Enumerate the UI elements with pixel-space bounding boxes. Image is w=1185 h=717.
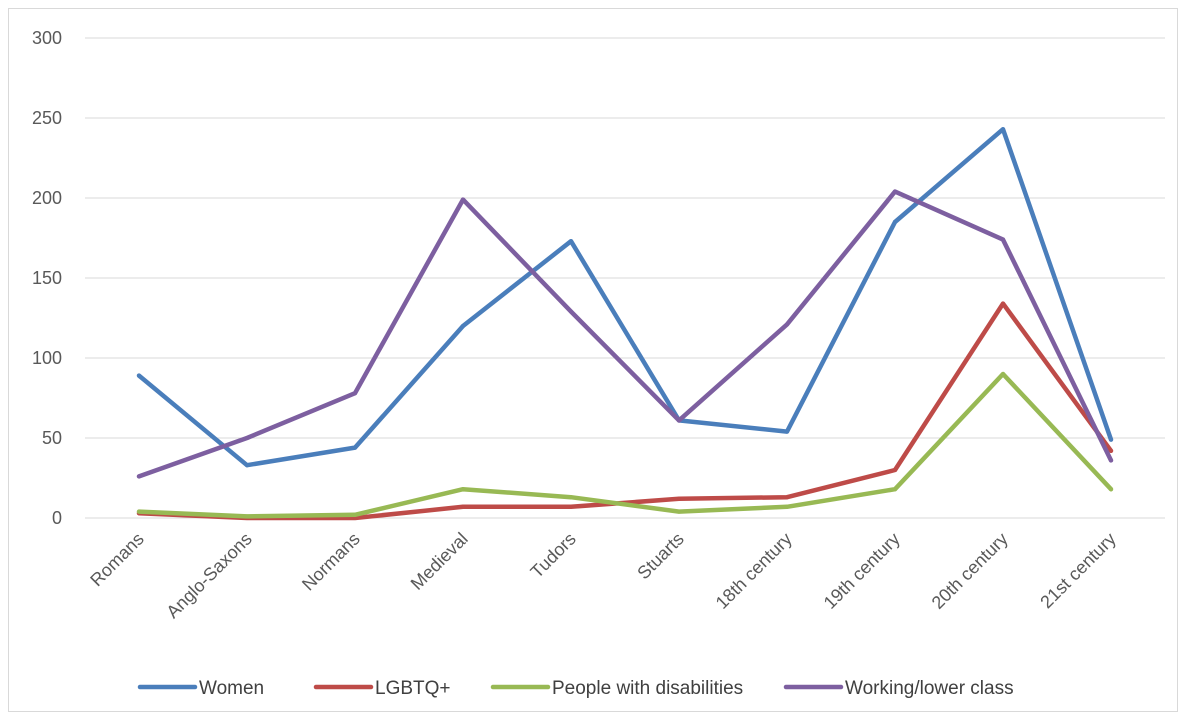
data-point-lgbtq [461, 504, 465, 509]
data-point-women [137, 373, 141, 378]
chart-frame [8, 8, 1178, 712]
data-point-lgbtq [1109, 448, 1113, 453]
data-point-working-lower-class [677, 418, 681, 423]
data-point-women [245, 463, 249, 468]
data-point-working-lower-class [353, 391, 357, 396]
data-point-people-with-disabilities [353, 512, 357, 517]
data-point-working-lower-class [1001, 237, 1005, 242]
data-point-people-with-disabilities [461, 487, 465, 492]
series-line-lgbtq [136, 301, 1114, 521]
x-tick-label: 20th century [928, 529, 1012, 613]
x-tick-label: Romans [86, 529, 148, 591]
data-point-people-with-disabilities [893, 487, 897, 492]
legend: Women LGBTQ+ People with disabilities Worki… [137, 678, 1014, 699]
legend-item-people-with-disabilities: People with disabilities [490, 678, 743, 699]
data-point-people-with-disabilities [137, 509, 141, 514]
gridlines [85, 37, 1165, 519]
data-point-lgbtq [569, 504, 573, 509]
data-point-people-with-disabilities [677, 509, 681, 514]
data-point-people-with-disabilities [245, 514, 249, 519]
data-point-working-lower-class [245, 436, 249, 440]
x-tick-label: Tudors [527, 529, 580, 582]
y-axis-ticks: 0 50 100 150 200 250 300 [32, 28, 62, 528]
legend-label: LGBTQ+ [375, 678, 451, 699]
legend-item-working-lower-class: Working/lower class [783, 678, 1014, 699]
data-point-working-lower-class [893, 189, 897, 194]
y-tick-label: 300 [32, 28, 62, 48]
y-tick-label: 50 [42, 428, 62, 448]
y-tick-label: 0 [52, 508, 62, 528]
y-tick-label: 100 [32, 348, 62, 368]
y-tick-label: 150 [32, 268, 62, 288]
x-tick-label: 18th century [712, 529, 796, 613]
x-tick-label: Medieval [407, 529, 472, 594]
x-tick-label: 21st century [1036, 529, 1119, 612]
y-tick-label: 250 [32, 108, 62, 128]
legend-label: Women [199, 678, 264, 699]
data-point-lgbtq [677, 496, 681, 501]
data-point-lgbtq [1001, 301, 1005, 306]
data-point-lgbtq [785, 495, 789, 500]
x-tick-label: Anglo-Saxons [162, 529, 255, 622]
series-line-people-with-disabilities [136, 371, 1114, 519]
data-point-women [569, 239, 573, 244]
data-point-lgbtq [893, 468, 897, 472]
series-line-women [136, 126, 1114, 468]
data-point-working-lower-class [785, 322, 789, 327]
data-point-people-with-disabilities [569, 495, 573, 500]
x-tick-label: Stuarts [633, 529, 687, 583]
data-point-women [353, 445, 357, 450]
legend-label: People with disabilities [552, 678, 743, 699]
data-point-working-lower-class [461, 197, 465, 202]
data-point-women [785, 429, 789, 434]
legend-item-lgbtq: LGBTQ+ [313, 678, 451, 699]
data-point-women [893, 220, 897, 224]
data-point-people-with-disabilities [785, 504, 789, 509]
legend-item-women: Women [137, 678, 264, 699]
x-tick-label: 19th century [820, 529, 904, 613]
data-point-people-with-disabilities [1109, 487, 1113, 492]
data-point-women [1109, 437, 1113, 442]
series-lines [136, 126, 1114, 521]
data-point-women [1001, 127, 1005, 132]
data-point-women [461, 324, 465, 328]
x-tick-label: Normans [298, 529, 364, 595]
data-point-working-lower-class [1109, 458, 1113, 463]
series-line-working-lower-class [136, 189, 1114, 479]
data-point-working-lower-class [569, 309, 573, 314]
legend-label: Working/lower class [845, 678, 1014, 699]
y-tick-label: 200 [32, 188, 62, 208]
data-point-working-lower-class [137, 474, 141, 479]
data-point-people-with-disabilities [1001, 372, 1005, 376]
x-axis-ticks: Romans Anglo-Saxons Normans Medieval Tudors S… [86, 529, 1120, 622]
